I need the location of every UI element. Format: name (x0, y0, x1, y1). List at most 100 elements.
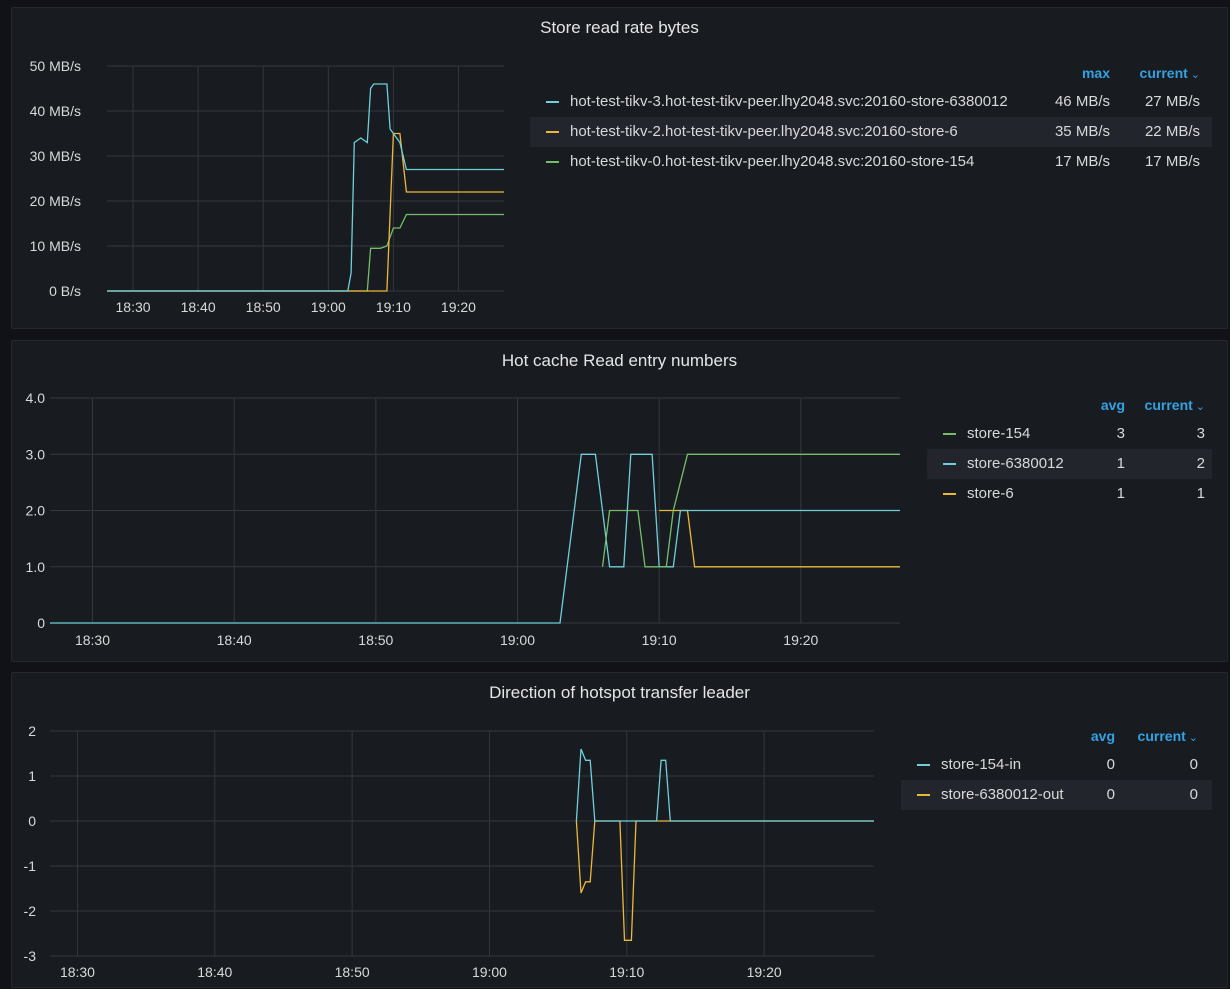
legend-series-name: hot-test-tikv-2.hot-test-tikv-peer.lhy20… (570, 123, 958, 140)
y-tick-label: 0 (28, 813, 36, 829)
series-line[interactable] (575, 748, 874, 822)
legend-value-current: 27 MB/s (1144, 93, 1200, 110)
legend-value-current: 0 (1189, 756, 1198, 773)
legend-item[interactable]: hot-test-tikv-3.hot-test-tikv-peer.lhy20… (530, 87, 1212, 117)
series-line[interactable] (601, 453, 901, 568)
legend-column-max[interactable]: max (1081, 65, 1110, 81)
legend-value-max: 17 MB/s (1054, 153, 1110, 170)
legend-color-swatch (943, 433, 956, 435)
legend-series-name: store-6 (967, 485, 1014, 502)
legend-header: avg current ⌄ (901, 728, 1212, 750)
panel-title[interactable]: Hot cache Read entry numbers (501, 351, 738, 370)
panel-hotspot-transfer: Direction of hotspot transfer leader -3-… (11, 672, 1228, 988)
legend-item[interactable]: hot-test-tikv-2.hot-test-tikv-peer.lhy20… (530, 117, 1212, 147)
legend-item[interactable]: store-154-in 0 0 (901, 750, 1212, 780)
legend: avg current ⌄ store-154-in 0 0 store-6380012-o… (901, 728, 1212, 810)
chart-hotspot-transfer: -3 -2 -1 0 1 2 18:30 18:40 18:50 19:00 19:10 19:20 (24, 723, 874, 980)
legend-color-swatch (546, 101, 559, 103)
legend-value-max: 46 MB/s (1054, 93, 1110, 110)
y-tick-label: 4.0 (26, 390, 46, 406)
x-tick-label: 19:10 (609, 964, 644, 980)
legend-series-name: store-154-in (941, 756, 1022, 773)
series-line[interactable] (50, 453, 900, 624)
legend-item[interactable]: store-154 3 3 (927, 419, 1212, 449)
legend-value-avg: 1 (1116, 485, 1125, 502)
y-tick-label: 40 MB/s (30, 103, 81, 119)
y-tick-label: 30 MB/s (30, 148, 81, 164)
y-tick-label: 2 (28, 723, 36, 739)
legend: avg current ⌄ store-154 3 3 store-6380012 1 2 sto… (927, 397, 1212, 509)
y-tick-label: 2.0 (26, 503, 46, 519)
series-line[interactable] (107, 213, 504, 292)
x-tick-label: 18:30 (116, 299, 151, 315)
x-tick-label: 19:00 (472, 964, 507, 980)
x-tick-label: 19:00 (311, 299, 346, 315)
x-tick-label: 18:40 (181, 299, 216, 315)
legend-color-swatch (546, 131, 559, 133)
x-tick-label: 18:40 (197, 964, 232, 980)
panel-store-read-rate: Store read rate bytes 0 B/s 10 MB/s 20 MB/… (11, 7, 1228, 329)
y-tick-label: 1.0 (26, 559, 46, 575)
legend-color-swatch (917, 794, 930, 796)
y-tick-label: -3 (24, 948, 37, 964)
y-tick-label: 10 MB/s (30, 238, 81, 254)
x-tick-label: 18:50 (358, 632, 393, 648)
legend-value-current: 0 (1189, 786, 1198, 803)
legend-series-name: store-6380012 (967, 455, 1064, 472)
y-tick-label: 0 B/s (49, 283, 81, 299)
series-line[interactable] (575, 820, 874, 941)
x-tick-label: 19:20 (747, 964, 782, 980)
x-tick-label: 19:20 (441, 299, 476, 315)
panel-hot-cache-read: Hot cache Read entry numbers 0 1.0 2.0 3.0 4… (11, 340, 1228, 662)
legend-column-current[interactable]: current ⌄ (1144, 397, 1205, 413)
panel-title[interactable]: Direction of hotspot transfer leader (489, 683, 750, 702)
legend-color-swatch (943, 493, 956, 495)
y-tick-label: 3.0 (26, 446, 46, 462)
x-tick-label: 18:30 (75, 632, 110, 648)
panel-title[interactable]: Store read rate bytes (540, 18, 699, 37)
legend-value-avg: 0 (1106, 756, 1115, 773)
x-tick-label: 18:30 (60, 964, 95, 980)
legend-header: max current ⌄ (530, 65, 1212, 87)
chevron-down-icon: ⌄ (1190, 69, 1200, 81)
legend-series-name: hot-test-tikv-3.hot-test-tikv-peer.lhy20… (570, 93, 1008, 110)
legend-color-swatch (546, 161, 559, 163)
legend-color-swatch (943, 463, 956, 465)
legend-value-max: 35 MB/s (1054, 123, 1110, 140)
legend-column-avg[interactable]: avg (1100, 397, 1125, 413)
chevron-down-icon: ⌄ (1188, 732, 1198, 744)
x-tick-label: 19:00 (500, 632, 535, 648)
legend-item[interactable]: store-6380012-out 0 0 (901, 780, 1212, 810)
y-tick-label: -2 (24, 903, 37, 919)
legend-column-current[interactable]: current ⌄ (1139, 65, 1200, 81)
legend-value-avg: 0 (1106, 786, 1115, 803)
legend-item[interactable]: store-6380012 1 2 (927, 449, 1212, 479)
legend-column-current[interactable]: current ⌄ (1137, 728, 1198, 744)
x-tick-label: 19:10 (376, 299, 411, 315)
legend-header: avg current ⌄ (927, 397, 1212, 419)
chevron-down-icon: ⌄ (1195, 401, 1205, 413)
grid (107, 65, 504, 292)
legend-item[interactable]: store-6 1 1 (927, 479, 1212, 509)
legend-series-name: hot-test-tikv-0.hot-test-tikv-peer.lhy20… (570, 153, 975, 170)
series-line[interactable] (107, 83, 504, 292)
legend-series-name: store-154 (967, 425, 1031, 442)
series-line[interactable] (659, 509, 900, 568)
chart-store-read-rate: 0 B/s 10 MB/s 20 MB/s 30 MB/s 40 MB/s 50 MB/s… (30, 58, 504, 315)
legend-column-avg[interactable]: avg (1090, 728, 1115, 744)
legend-item[interactable]: hot-test-tikv-0.hot-test-tikv-peer.lhy20… (530, 147, 1212, 177)
legend-series-name: store-6380012-out (941, 786, 1064, 803)
x-tick-label: 18:40 (217, 632, 252, 648)
series-line[interactable] (107, 132, 504, 292)
legend: max current ⌄ hot-test-tikv-3.hot-test-tikv… (530, 65, 1212, 177)
legend-value-current: 1 (1196, 485, 1205, 502)
y-tick-label: 1 (28, 768, 36, 784)
grid (50, 730, 874, 957)
y-tick-label: 20 MB/s (30, 193, 81, 209)
y-tick-label: -1 (24, 858, 37, 874)
x-tick-label: 19:20 (783, 632, 818, 648)
y-tick-label: 0 (37, 615, 45, 631)
x-tick-label: 18:50 (335, 964, 370, 980)
y-tick-label: 50 MB/s (30, 58, 81, 74)
legend-value-current: 2 (1196, 455, 1205, 472)
